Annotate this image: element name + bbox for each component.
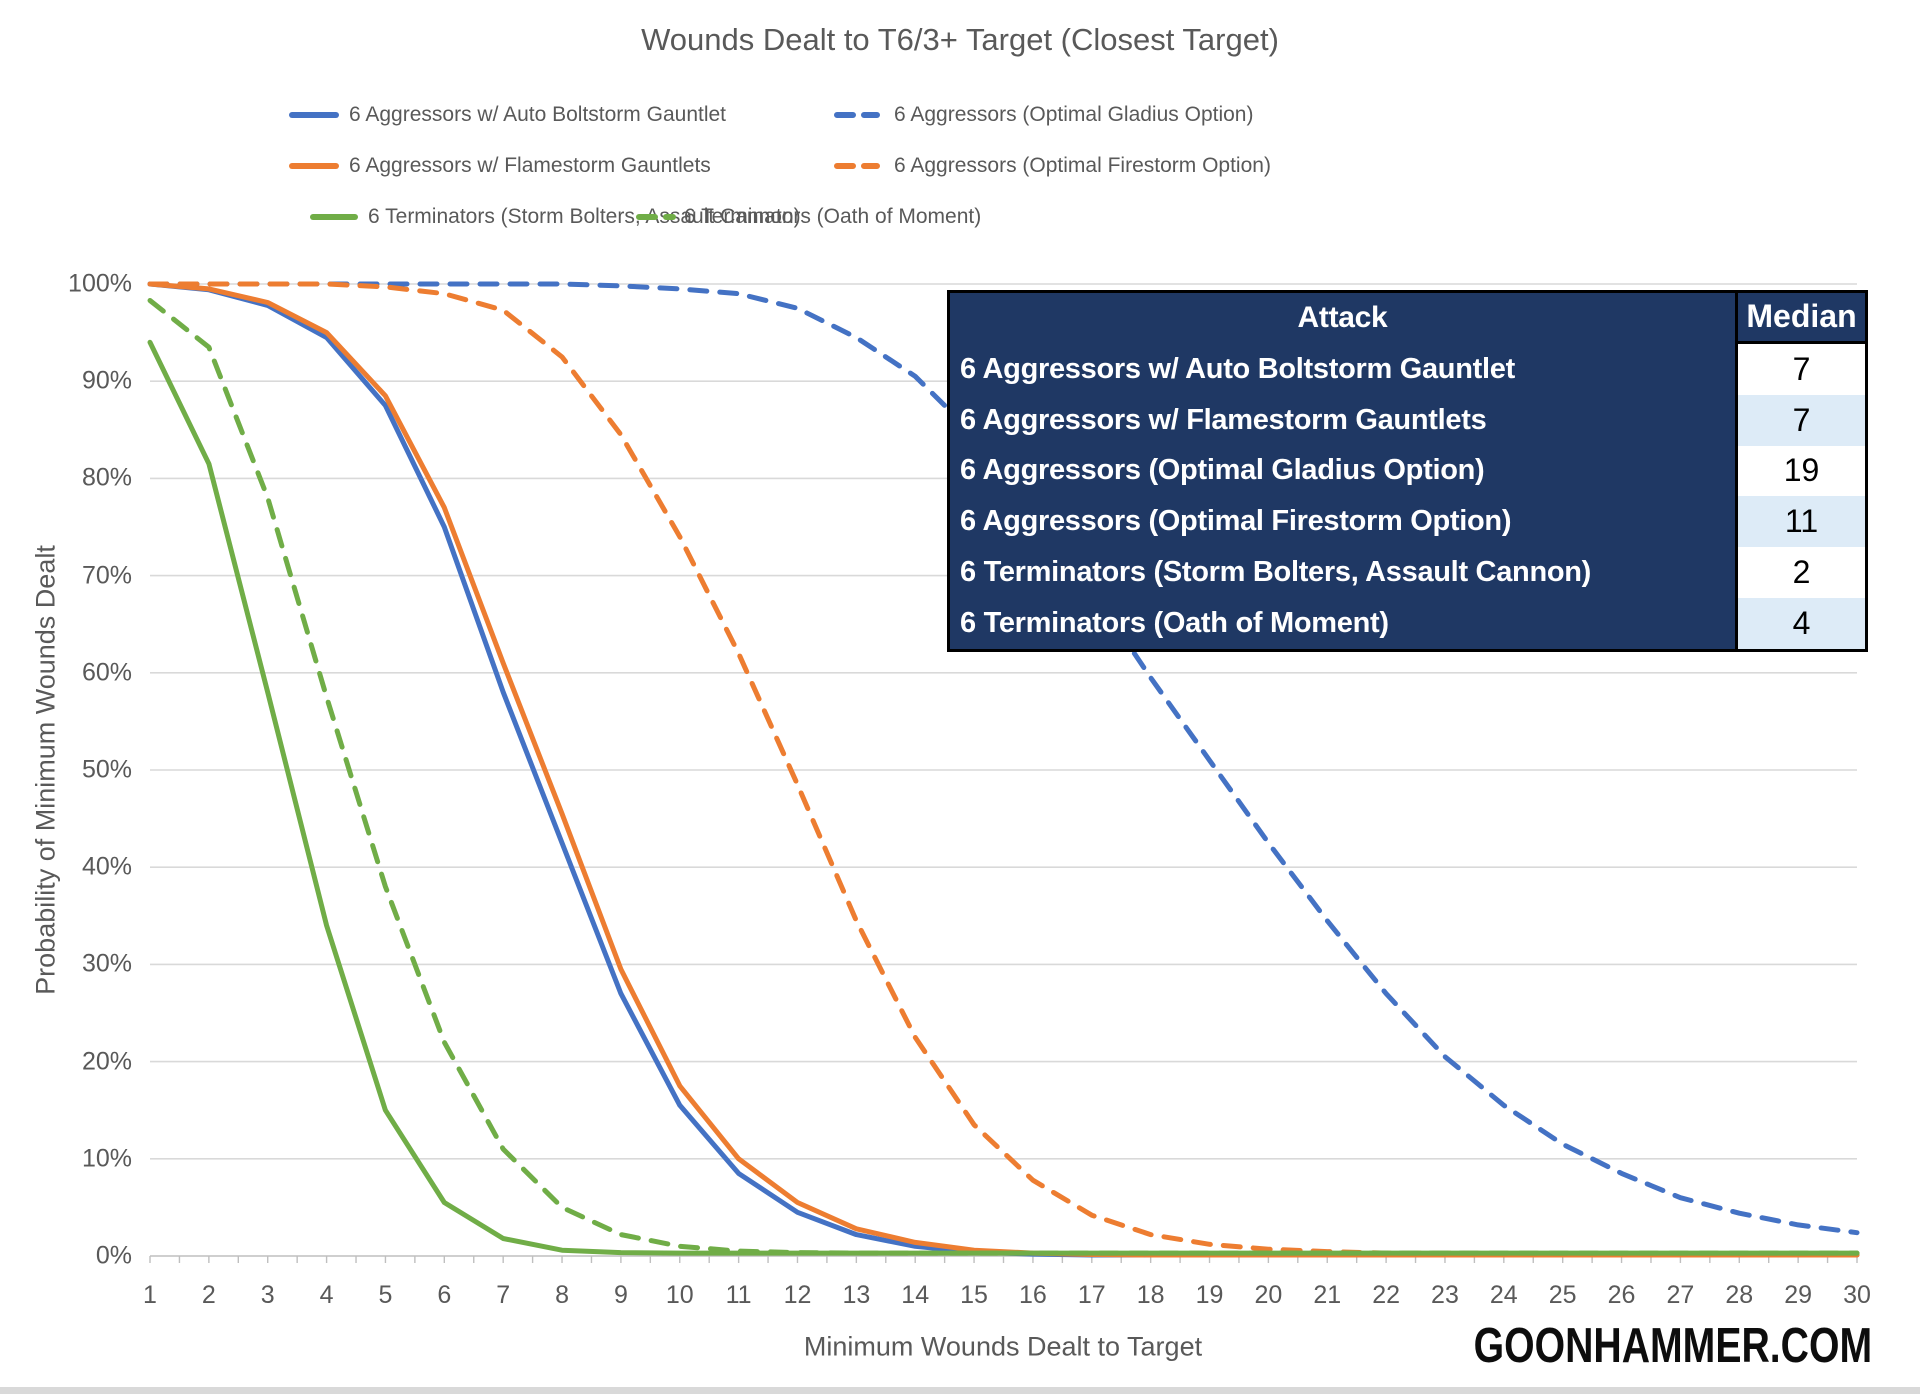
- y-tick-label: 100%: [68, 269, 132, 298]
- x-tick-label: 17: [1077, 1281, 1106, 1309]
- legend-label: 6 Aggressors (Optimal Gladius Option): [894, 103, 1254, 126]
- legend-label: 6 Aggressors w/ Flamestorm Gauntlets: [349, 154, 711, 177]
- attack-column-header: Attack: [1297, 301, 1388, 335]
- x-tick-label: 20: [1254, 1281, 1283, 1309]
- attack-cell: 6 Aggressors (Optimal Firestorm Option): [960, 505, 1512, 538]
- x-tick-label: 13: [842, 1281, 871, 1309]
- x-tick-label: 4: [319, 1281, 334, 1309]
- table-row: 6 Terminators (Storm Bolters, Assault Ca…: [950, 547, 1865, 599]
- x-tick-label: 9: [613, 1281, 628, 1309]
- y-tick-label: 0%: [95, 1241, 132, 1270]
- x-tick-label: 25: [1548, 1281, 1577, 1309]
- table-row: 6 Aggressors w/ Flamestorm Gauntlets 7: [950, 394, 1865, 446]
- legend-item-oath[interactable]: 6 Terminators (Oath of Moment): [0, 205, 1920, 229]
- x-tick-label: 10: [665, 1281, 694, 1309]
- x-tick-label: 22: [1372, 1281, 1400, 1309]
- attack-cell: 6 Aggressors w/ Auto Boltstorm Gauntlet: [960, 352, 1515, 385]
- x-tick-label: 28: [1725, 1281, 1754, 1309]
- x-tick-label: 23: [1431, 1281, 1459, 1309]
- dashed-line-swatch-icon: [636, 214, 676, 220]
- legend-item-gladius[interactable]: 6 Aggressors (Optimal Gladius Option): [0, 103, 1920, 127]
- median-cell: 2: [1735, 547, 1865, 599]
- attack-cell: 6 Aggressors (Optimal Gladius Option): [960, 454, 1485, 487]
- y-tick-label: 20%: [81, 1047, 132, 1076]
- x-tick-label: 16: [1019, 1281, 1047, 1309]
- x-tick-label: 24: [1489, 1281, 1518, 1309]
- legend-item-firestorm[interactable]: 6 Aggressors (Optimal Firestorm Option): [0, 154, 1920, 178]
- x-tick-label: 2: [201, 1281, 216, 1309]
- x-tick-label: 7: [496, 1281, 511, 1309]
- legend-item-auto_boltstorm[interactable]: 6 Aggressors w/ Auto Boltstorm Gauntlet: [0, 103, 1920, 127]
- y-tick-label: 80%: [81, 463, 132, 492]
- x-tick-label: 8: [555, 1281, 569, 1309]
- table-row: 6 Terminators (Oath of Moment) 4: [950, 598, 1865, 649]
- legend-label: 6 Aggressors (Optimal Firestorm Option): [894, 154, 1271, 177]
- legend-label: 6 Terminators (Oath of Moment): [684, 205, 982, 228]
- bottom-edge-strip: [0, 1387, 1920, 1394]
- y-tick-label: 90%: [81, 366, 132, 395]
- x-axis-title: Minimum Wounds Dealt to Target: [803, 1331, 1203, 1362]
- median-cell: 11: [1735, 496, 1865, 548]
- attack-cell: 6 Terminators (Oath of Moment): [960, 606, 1389, 639]
- x-tick-label: 27: [1666, 1281, 1695, 1309]
- median-cell: 4: [1735, 598, 1865, 649]
- median-cell: 7: [1735, 394, 1865, 446]
- x-tick-label: 18: [1136, 1281, 1165, 1309]
- legend-label: 6 Terminators (Storm Bolters, Assault Ca…: [368, 205, 801, 228]
- x-tick-label: 6: [437, 1281, 452, 1309]
- dashed-line-swatch-icon: [834, 163, 880, 169]
- y-tick-label: 50%: [81, 755, 132, 784]
- x-tick-label: 14: [901, 1281, 930, 1309]
- x-tick-label: 5: [378, 1281, 393, 1309]
- series-storm_bolters: [147, 339, 1860, 1256]
- x-tick-label: 3: [260, 1281, 275, 1309]
- y-tick-label: 70%: [81, 561, 132, 590]
- x-tick-label: 11: [725, 1281, 752, 1309]
- legend-item-storm_bolters[interactable]: 6 Terminators (Storm Bolters, Assault Ca…: [0, 205, 1920, 229]
- table-row: 6 Aggressors (Optimal Gladius Option) 19: [950, 445, 1865, 497]
- solid-line-swatch-icon: [310, 214, 358, 220]
- x-tick-label: 29: [1784, 1281, 1813, 1309]
- x-tick-label: 12: [783, 1281, 812, 1309]
- goonhammer-watermark: GOONHAMMER.COM: [1473, 1319, 1872, 1373]
- table-row: 6 Aggressors w/ Auto Boltstorm Gauntlet 7: [950, 343, 1865, 395]
- legend-item-flamestorm[interactable]: 6 Aggressors w/ Flamestorm Gauntlets: [0, 154, 1920, 178]
- solid-line-swatch-icon: [289, 163, 339, 169]
- median-summary-table: Attack Median 6 Aggressors w/ Auto Boltsto…: [947, 290, 1868, 652]
- x-tick-label: 1: [143, 1281, 157, 1309]
- series-oath: [147, 298, 1860, 1256]
- y-tick-label: 60%: [81, 658, 132, 687]
- x-tick-label: 21: [1313, 1281, 1342, 1309]
- dashed-line-swatch-icon: [834, 112, 880, 118]
- y-axis-title: Probability of Minimum Wounds Dealt: [30, 545, 61, 995]
- attack-cell: 6 Terminators (Storm Bolters, Assault Ca…: [960, 556, 1592, 589]
- y-tick-label: 10%: [81, 1144, 132, 1173]
- table-header-row: Attack Median: [950, 293, 1865, 344]
- median-column-header: Median: [1735, 293, 1865, 344]
- table-row: 6 Aggressors (Optimal Firestorm Option) 1…: [950, 496, 1865, 548]
- x-tick-label: 26: [1607, 1281, 1636, 1309]
- attack-cell: 6 Aggressors w/ Flamestorm Gauntlets: [960, 403, 1487, 436]
- median-cell: 19: [1735, 445, 1865, 497]
- x-tick-label: 15: [960, 1281, 988, 1309]
- y-tick-label: 30%: [81, 949, 132, 978]
- chart-title: Wounds Dealt to T6/3+ Target (Closest Ta…: [641, 22, 1279, 57]
- legend-label: 6 Aggressors w/ Auto Boltstorm Gauntlet: [349, 103, 727, 126]
- solid-line-swatch-icon: [289, 112, 339, 118]
- x-tick-label: 19: [1195, 1281, 1224, 1309]
- x-tick-label: 30: [1843, 1281, 1871, 1309]
- median-cell: 7: [1735, 343, 1865, 395]
- y-tick-label: 40%: [81, 852, 132, 881]
